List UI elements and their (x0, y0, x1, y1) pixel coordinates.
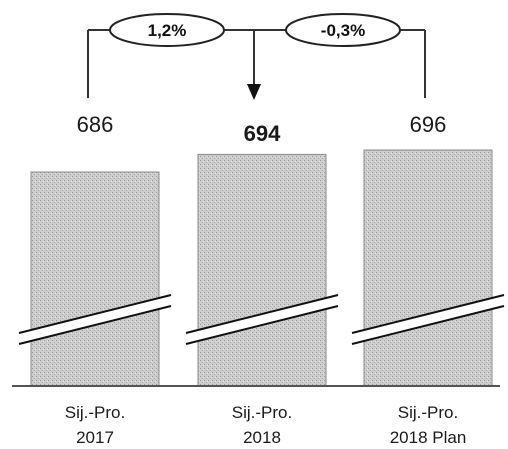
x-tick-label: 2017 (76, 428, 114, 447)
bar (197, 153, 327, 387)
x-tick-label: Sij.-Pro. (398, 403, 458, 422)
bar (30, 171, 160, 387)
change-label: 1,2% (148, 21, 187, 40)
arrow-head (247, 84, 261, 100)
data-label: 696 (410, 112, 447, 137)
x-tick-label: Sij.-Pro. (232, 403, 292, 422)
axis-break-band (186, 295, 338, 344)
change-ellipse (109, 13, 225, 47)
change-ellipse (285, 13, 401, 47)
x-tick-label: 2018 Plan (390, 428, 467, 447)
axis-break-band (352, 295, 504, 344)
x-tick-label: Sij.-Pro. (65, 403, 125, 422)
axis-break-band (19, 295, 171, 344)
axis-break-line (185, 305, 339, 345)
bar (363, 149, 493, 387)
x-tick-label: 2018 (243, 428, 281, 447)
axis-break-line (351, 305, 505, 345)
axis-break-line (18, 294, 172, 334)
axis-break-line (185, 294, 339, 334)
data-label: 686 (77, 112, 114, 137)
axis-break-line (351, 294, 505, 334)
data-label: 694 (244, 121, 281, 146)
axis-break-line (18, 305, 172, 345)
change-label: -0,3% (321, 21, 365, 40)
